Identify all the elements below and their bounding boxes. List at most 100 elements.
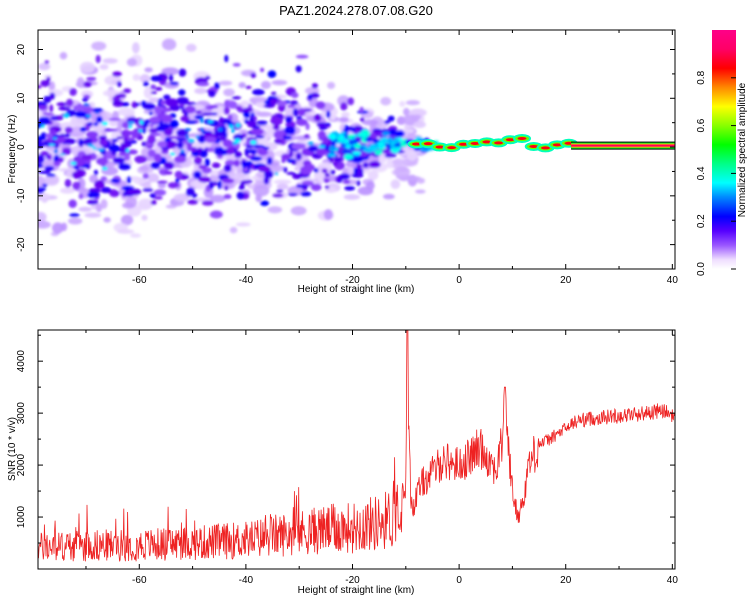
spectrogram-blob — [357, 167, 364, 177]
spectrogram-blob — [112, 71, 122, 77]
spectrogram-blob — [186, 142, 193, 152]
spectrogram-blob — [160, 114, 173, 123]
band-peak — [435, 145, 445, 149]
spectrogram-blob — [324, 172, 330, 177]
spectrogram-blob — [176, 129, 189, 137]
spectrogram-blob — [198, 164, 207, 170]
spectrogram-blob — [281, 158, 286, 164]
spectrogram-haze-blob — [144, 67, 153, 73]
band-peak — [458, 142, 468, 146]
spectrogram-blob — [47, 153, 53, 161]
spectrogram-blob — [311, 83, 319, 89]
spectrogram-haze-blob — [51, 222, 64, 234]
spectrogram-haze-blob — [255, 111, 272, 117]
spectrogram-blob — [198, 176, 212, 183]
snr-panel: -60 -40 -20 0 20 40 1000 2000 3000 4000 Height of… — [7, 329, 678, 596]
spectrogram-blob — [327, 153, 337, 158]
spectrogram-blob — [368, 145, 379, 151]
spectrogram-blob — [125, 148, 130, 153]
spectrogram-blob — [234, 151, 242, 159]
spectrogram-blob — [246, 120, 257, 126]
spectrogram-blob — [112, 100, 124, 107]
spectrogram-blob — [230, 128, 236, 134]
spectrogram-haze-blob — [100, 199, 108, 209]
spectrogram-blob — [56, 102, 68, 107]
spectrogram-blob — [178, 89, 186, 96]
spectrogram-blob — [166, 140, 178, 149]
spectrogram-blob — [226, 147, 235, 155]
spectrogram-haze-blob — [393, 166, 411, 178]
spectrogram-blob — [174, 170, 183, 179]
spectrogram-blob — [38, 85, 42, 89]
spectrogram-blob — [260, 200, 270, 207]
spectrogram-blob — [169, 119, 179, 129]
spectrogram-haze-blob — [412, 114, 422, 120]
spectrogram-haze-blob — [284, 106, 293, 116]
spectrogram-blob — [41, 124, 45, 128]
spectrogram-blob — [352, 150, 362, 156]
spectrogram-blob — [257, 148, 269, 156]
spectrogram-blob — [252, 88, 265, 96]
spectrogram-blob — [141, 121, 149, 128]
spectrogram-blob — [149, 116, 161, 124]
spectrogram-haze-blob — [194, 87, 207, 95]
spectrogram-blob — [194, 114, 204, 120]
spectrogram-blob — [330, 133, 336, 141]
spectrogram-haze-blob — [132, 74, 141, 81]
spectrogram-blob — [93, 169, 99, 176]
spectrogram-haze-blob — [48, 81, 56, 92]
spectrogram-blob — [38, 170, 51, 175]
spectrogram-haze-blob — [190, 180, 202, 188]
spectrogram-blob — [48, 143, 56, 147]
spectrogram-haze-blob — [337, 95, 350, 107]
band-peak — [494, 141, 504, 145]
spectrogram-haze-blob — [194, 140, 211, 148]
spectrogram-haze-blob — [223, 88, 235, 97]
spectrogram-haze-blob — [91, 41, 107, 51]
spectrogram-blob — [387, 115, 395, 122]
spectrogram-haze-blob — [95, 203, 103, 213]
spectrogram-haze-blob — [327, 81, 336, 90]
spectrogram-blob — [149, 193, 157, 199]
spectrogram-blob — [236, 191, 245, 200]
spectrogram-blob — [96, 116, 103, 123]
spectrogram-haze-blob — [89, 174, 99, 184]
spectrogram-blob — [100, 176, 108, 182]
x-tick-label: 40 — [667, 275, 679, 286]
spectrogram-blob — [96, 157, 109, 166]
spectrogram-blob — [350, 127, 356, 133]
spectrogram-blob — [187, 138, 195, 143]
spectrogram-blob — [120, 142, 129, 151]
colorbar-label: Normalized spectral amplitude — [737, 82, 748, 217]
x-tick-label: -40 — [239, 275, 254, 286]
spectrogram-blob — [354, 143, 361, 149]
spectrogram-blob — [123, 88, 132, 94]
spectrogram-haze-blob — [161, 67, 179, 76]
spectrogram-blob — [256, 120, 268, 126]
spectrogram-haze-blob — [367, 170, 379, 181]
spectrogram-blob — [308, 145, 319, 152]
colorbar-tick-label: 0.0 — [696, 262, 707, 276]
spectrogram-haze-blob — [238, 82, 246, 89]
spectrogram-haze-blob — [147, 173, 160, 183]
spectrogram-haze-blob — [132, 42, 140, 54]
spectrogram-haze-blob — [273, 179, 292, 185]
spectrogram-haze-blob — [249, 96, 268, 103]
spectrogram-blob — [195, 135, 199, 139]
spectrogram-blob — [295, 65, 302, 73]
band-peak — [423, 142, 433, 146]
spectrogram-blob — [38, 163, 44, 169]
spectrogram-blob — [324, 185, 330, 189]
x-tick-label: -20 — [345, 275, 360, 286]
coherent-band — [407, 133, 675, 153]
spectrogram-haze-blob — [44, 173, 60, 186]
spectrogram-blob — [176, 137, 187, 142]
spectrogram-blob — [250, 128, 264, 136]
spectrogram-blob — [185, 189, 194, 197]
spectrogram-blob — [79, 126, 87, 132]
spectrogram-blob — [331, 141, 336, 147]
spectrogram-blob — [108, 117, 121, 122]
spectrogram-haze-blob — [343, 194, 361, 200]
spectrogram-haze-blob — [361, 119, 379, 126]
